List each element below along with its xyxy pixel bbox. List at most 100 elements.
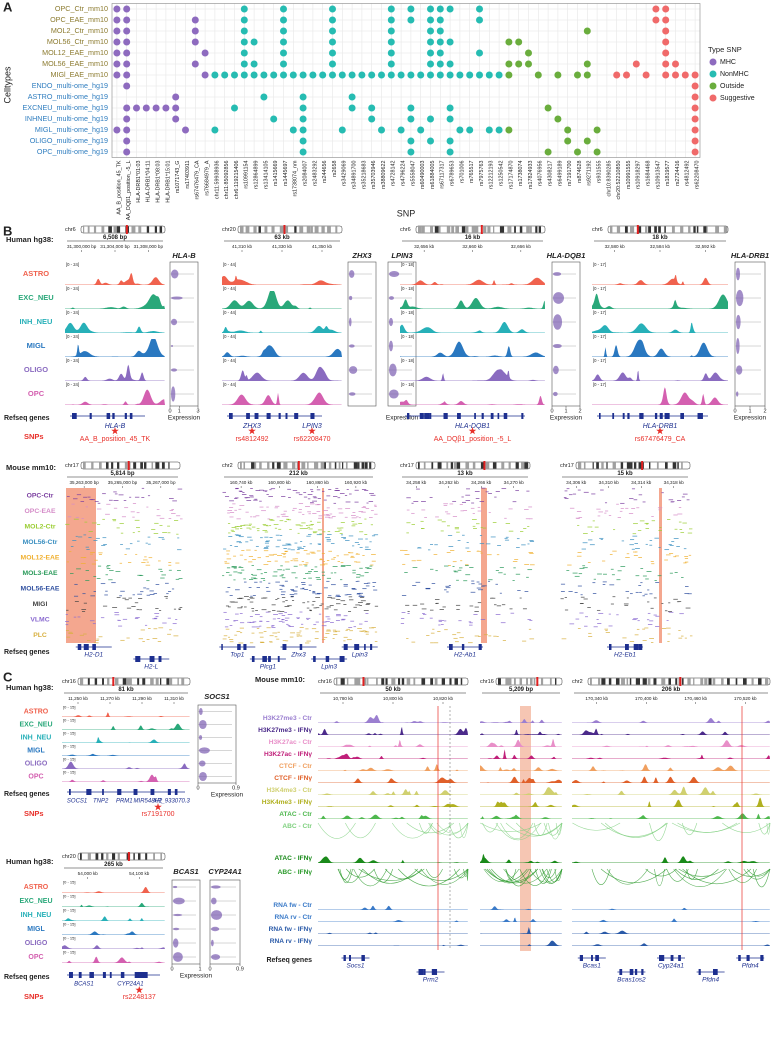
x-tick-label: rs1250542: [499, 160, 505, 185]
dot: [329, 5, 336, 13]
dot: [191, 16, 199, 24]
chromosome-band: [159, 226, 163, 233]
chromosome-ideogram: [495, 677, 563, 686]
signal-track: [480, 765, 562, 771]
chromosome-band: [601, 462, 604, 469]
gene-name: Lpin3: [321, 664, 337, 671]
dot: [407, 5, 415, 13]
chromosome-band: [327, 226, 331, 233]
chromosome-band: [243, 462, 246, 469]
expression-violin: [389, 340, 393, 352]
chromosome-band: [101, 853, 104, 860]
dot: [299, 104, 307, 112]
expression-frame: [387, 261, 417, 407]
chromosome-band: [675, 678, 678, 685]
expression-tick-label: 0: [168, 408, 171, 414]
signal-track: [592, 387, 728, 405]
chromosome-band: [418, 462, 420, 469]
chromosome-band: [101, 226, 105, 233]
track-label: MIGL: [27, 747, 45, 754]
chromosome-band: [648, 462, 651, 469]
chromosome-band: [306, 226, 311, 233]
contact-arc: [495, 822, 541, 840]
dot: [662, 71, 670, 79]
track-label: OPC-EAE: [25, 508, 56, 515]
contact-arc: [515, 822, 563, 836]
track-label: CTCF - Ctr: [279, 763, 312, 770]
dot: [270, 115, 278, 123]
chromosome-band: [526, 678, 528, 685]
x-axis-title: SNP: [397, 208, 416, 218]
coordinate-label: 10,800 kb: [383, 696, 404, 701]
track-label: RNA rv - IFNγ: [270, 938, 313, 945]
contact-arc: [436, 822, 469, 834]
coordinate-label: 11,290 kb: [132, 696, 152, 701]
snp-highlight: [659, 488, 662, 643]
dot: [662, 38, 670, 46]
chromosome-band: [145, 853, 148, 860]
signal-track: [222, 275, 342, 285]
dot: [260, 71, 268, 79]
chromosome-band: [83, 462, 86, 469]
chromosome-band: [138, 226, 142, 233]
expression-violin: [389, 389, 399, 399]
chromosome-band: [715, 226, 720, 233]
y-tick-label: OPC_EAE_mm10: [50, 15, 108, 24]
expression-violin: [199, 707, 203, 716]
track-label: EXC_NEU: [19, 721, 52, 728]
signal-track: [480, 787, 562, 795]
chromosome-band: [140, 462, 143, 469]
gene-name: HLA-B: [105, 423, 126, 430]
dot: [270, 71, 278, 79]
chromosome-band: [324, 462, 327, 469]
chromosome-band: [648, 226, 652, 233]
gene-exon: [619, 969, 623, 975]
x-tick-label: rs1738074: [518, 161, 524, 186]
gene-exon: [243, 644, 247, 650]
dot: [240, 38, 248, 46]
gene-exon: [143, 972, 148, 978]
snp-star: [468, 427, 477, 435]
track-label: H3K27me3 - IFNγ: [258, 727, 312, 734]
chromosome-band: [735, 678, 738, 685]
track-label: ABC - IFNγ: [278, 869, 313, 876]
expression-tick-label: 0: [550, 408, 553, 414]
dot: [299, 126, 307, 134]
contact-arc: [554, 868, 563, 882]
gene-exon: [69, 789, 71, 795]
legend-title: Type SNP: [708, 45, 742, 54]
dot: [534, 71, 542, 79]
track-range: [0 - 44]: [223, 286, 236, 291]
gene-exon: [149, 656, 155, 662]
contact-arc: [406, 822, 455, 834]
dot: [446, 137, 454, 145]
gene-exon: [407, 413, 410, 419]
chromosome-band: [369, 462, 372, 469]
chromosome-band: [143, 462, 147, 469]
expression-frame: [347, 261, 377, 407]
dot: [505, 126, 513, 134]
signal-track: [592, 370, 728, 381]
x-tick-label: rs67117317: [440, 161, 446, 189]
chromosome-marker: [536, 677, 539, 686]
expression-violin: [211, 926, 220, 932]
x-tick-label: rs12864899: [254, 161, 260, 189]
dot: [299, 148, 307, 156]
gene-exon: [229, 413, 233, 419]
expression-violin: [171, 344, 174, 348]
chromosome-band: [688, 226, 691, 233]
track-label: OPC: [28, 389, 45, 398]
gene-exon: [294, 413, 299, 419]
gene-exon: [634, 969, 638, 975]
contact-arc: [645, 868, 677, 877]
x-tick-label: rs2483292: [312, 161, 318, 186]
chromosome-band: [434, 678, 438, 685]
dot: [446, 115, 454, 123]
gene-exon: [83, 644, 89, 650]
gene-exon: [697, 413, 703, 419]
dot: [113, 49, 121, 57]
contact-arc: [677, 822, 738, 833]
dot: [221, 71, 229, 79]
dot: [133, 104, 140, 112]
expression-tick-label: 2: [578, 408, 581, 414]
